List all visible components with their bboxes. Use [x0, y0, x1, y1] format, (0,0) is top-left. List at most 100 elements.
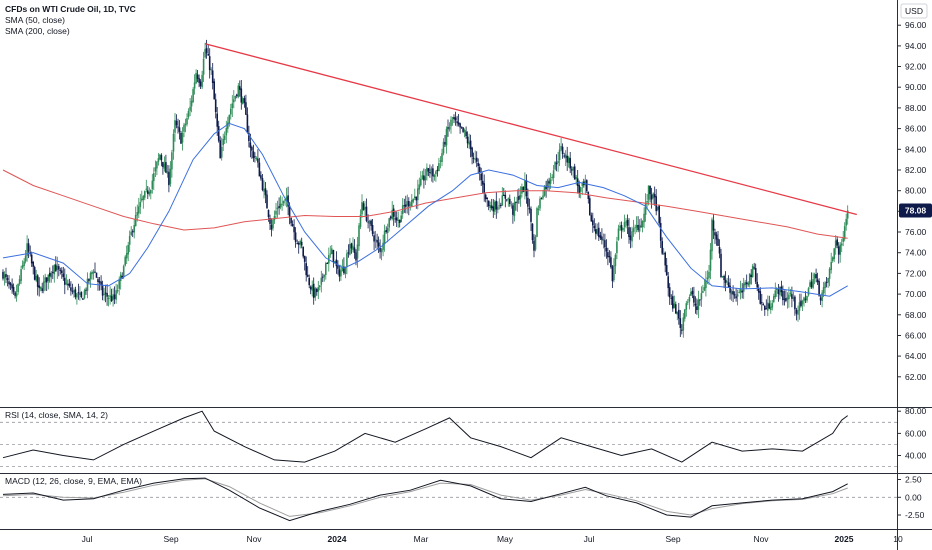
- candle-up: [397, 219, 399, 221]
- candle-down: [782, 291, 784, 301]
- candle-down: [768, 303, 771, 309]
- macd-signal-line[interactable]: [2, 478, 848, 517]
- candle-down: [264, 188, 267, 196]
- rsi-line[interactable]: [2, 410, 848, 463]
- candle-up: [771, 303, 774, 308]
- candle-down: [472, 157, 475, 159]
- candle-up: [382, 242, 384, 250]
- candle-down: [408, 201, 410, 207]
- candle-up: [118, 279, 120, 289]
- candle-down: [269, 218, 271, 224]
- candle-up: [788, 294, 790, 300]
- candle-up: [435, 171, 437, 175]
- candle-down: [88, 278, 90, 281]
- macd-pane-label[interactable]: MACD (12, 26, close, 9, EMA, EMA): [5, 476, 142, 486]
- candle-down: [389, 216, 392, 219]
- candle-down: [6, 278, 9, 280]
- candle-up: [420, 179, 422, 186]
- candle-down: [563, 155, 565, 157]
- candle-up: [210, 69, 212, 71]
- candle-up: [409, 204, 412, 206]
- candle-down: [392, 208, 395, 217]
- candle-down: [548, 181, 550, 184]
- candle-up: [275, 210, 277, 215]
- candle-down: [837, 246, 840, 255]
- candle-up: [228, 115, 231, 124]
- legend-sma-50[interactable]: SMA (50, close): [5, 15, 65, 25]
- candle-down: [481, 180, 484, 185]
- candle-up: [3, 274, 6, 279]
- sma-200-line[interactable]: [2, 169, 848, 239]
- candle-up: [830, 261, 832, 270]
- candle-down: [385, 230, 387, 232]
- candle-up: [115, 290, 117, 300]
- candle-down: [365, 206, 368, 221]
- candle-down: [528, 207, 531, 210]
- candle-up: [821, 292, 823, 301]
- candle-down: [106, 293, 108, 297]
- candle-up: [125, 253, 128, 259]
- candle-up: [195, 72, 197, 84]
- candle-down: [303, 255, 306, 262]
- candle-up: [18, 279, 21, 284]
- candle-up: [134, 215, 137, 227]
- candle-down: [506, 199, 508, 201]
- candle-down: [754, 268, 757, 282]
- candle-up: [551, 176, 553, 179]
- candle-up: [124, 256, 126, 266]
- candle-up: [438, 163, 440, 172]
- macd-line[interactable]: [2, 477, 848, 522]
- candle-down: [236, 94, 238, 96]
- candle-up: [744, 282, 746, 286]
- candle-down: [626, 220, 629, 226]
- candle-up: [141, 198, 143, 201]
- candle-down: [61, 270, 63, 273]
- candle-up: [498, 205, 501, 207]
- candle-down: [629, 235, 632, 241]
- candle-down: [214, 99, 217, 112]
- candle-up: [421, 175, 424, 180]
- candle-up: [380, 249, 383, 253]
- candle-up: [189, 106, 191, 111]
- time-axis-tick-label: Jul: [584, 534, 595, 544]
- candle-down: [168, 172, 170, 186]
- rsi-pane-label[interactable]: RSI (14, close, SMA, 14, 2): [5, 410, 108, 420]
- legend-sma-200[interactable]: SMA (200, close): [5, 26, 70, 36]
- candle-down: [27, 243, 30, 252]
- candle-down: [589, 198, 591, 216]
- candle-up: [227, 122, 229, 129]
- candle-up: [112, 294, 114, 300]
- candle-down: [444, 142, 446, 145]
- candle-down: [9, 283, 12, 286]
- legend-symbol[interactable]: CFDs on WTI Crude Oil, 1D, TVC: [5, 4, 136, 14]
- resistance-trendline[interactable]: [204, 43, 857, 216]
- currency-badge[interactable]: [900, 3, 928, 19]
- candle-up: [619, 226, 621, 228]
- candle-down: [590, 215, 593, 222]
- candle-down: [762, 304, 765, 306]
- candle-up: [183, 124, 185, 132]
- candle-down: [480, 173, 482, 181]
- candle-up: [833, 248, 835, 259]
- candle-up: [690, 291, 692, 296]
- rsi-axis-tick-label: 80.00: [905, 406, 927, 416]
- candle-up: [711, 219, 713, 252]
- price-axis-tick-label: 76.00: [905, 227, 927, 237]
- candle-up: [103, 294, 105, 295]
- candle-up: [144, 191, 146, 198]
- candle-down: [415, 196, 418, 201]
- candle-down: [566, 155, 568, 163]
- candle-up: [656, 206, 659, 210]
- candle-down: [765, 308, 768, 310]
- candle-up: [42, 281, 45, 292]
- candle-down: [300, 241, 303, 246]
- candle-down: [783, 298, 786, 300]
- last-price-label: 78.08: [905, 206, 927, 216]
- candle-up: [652, 193, 654, 199]
- candle-down: [578, 185, 580, 193]
- candle-up: [806, 295, 808, 301]
- candle-down: [732, 291, 734, 295]
- candle-down: [249, 142, 252, 148]
- sma-50-line[interactable]: [2, 122, 848, 297]
